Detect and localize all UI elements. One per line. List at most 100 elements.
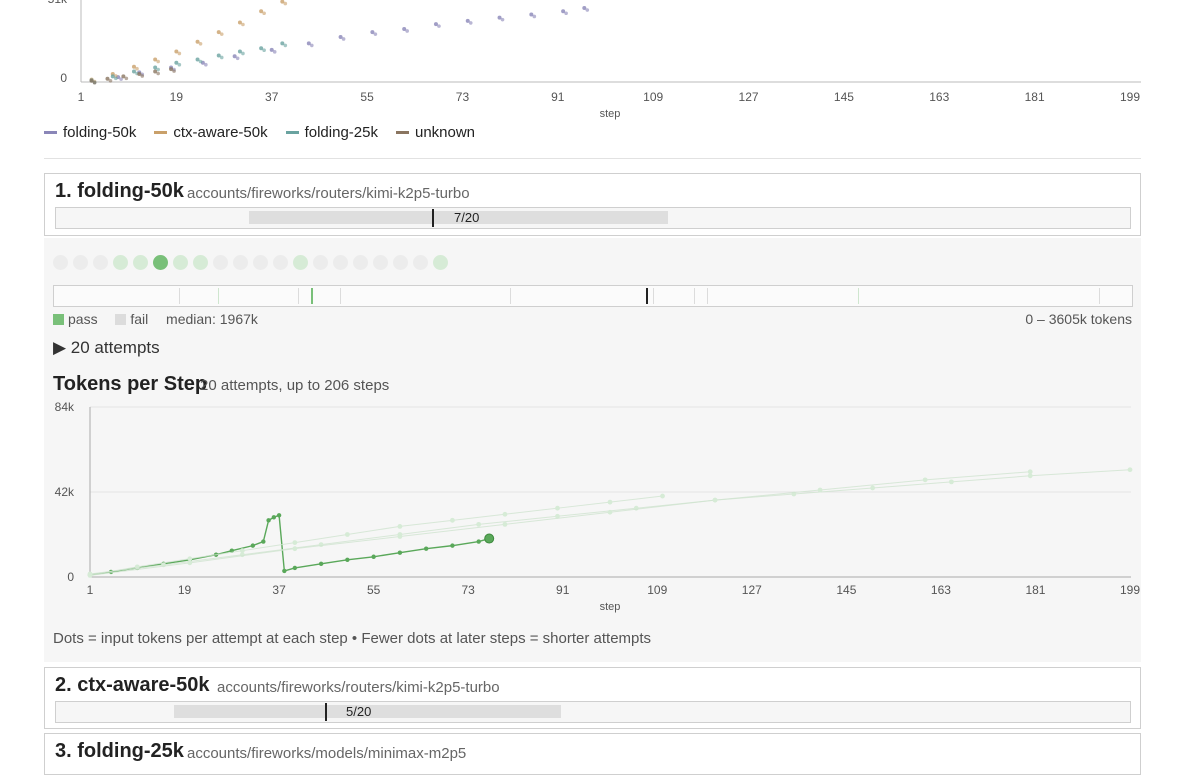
- y-tick-label: 84k: [55, 400, 75, 414]
- attempt-dot[interactable]: [353, 255, 368, 270]
- legend-item[interactable]: unknown: [395, 124, 476, 141]
- attempt-dot[interactable]: [153, 255, 168, 270]
- data-point: [345, 557, 350, 562]
- attempts-toggle[interactable]: ▶ 20 attempts: [53, 338, 160, 357]
- x-tick-label: 199: [1120, 90, 1140, 104]
- data-point: [241, 22, 245, 27]
- pass-range-bar: 7/20: [55, 207, 1131, 229]
- legend-item[interactable]: ctx-aware-50k: [154, 124, 268, 141]
- data-point: [124, 76, 129, 81]
- data-point: [239, 548, 245, 554]
- x-tick-label: 145: [834, 90, 854, 104]
- data-point: [250, 543, 256, 548]
- attempt-dot[interactable]: [173, 255, 188, 270]
- legend-label: folding-50k: [63, 124, 137, 141]
- data-point: [292, 546, 298, 552]
- attempt-dot[interactable]: [113, 255, 128, 270]
- attempt-dot[interactable]: [53, 255, 68, 270]
- data-point: [922, 477, 928, 483]
- token-tick: [694, 288, 696, 304]
- data-point: [198, 59, 203, 64]
- x-tick-label: 91: [551, 90, 565, 104]
- data-point: [817, 487, 823, 493]
- pass-range-bar: 5/20: [55, 701, 1131, 723]
- y-tick-label: 0: [60, 71, 67, 85]
- data-point: [450, 517, 455, 523]
- data-point: [373, 32, 378, 36]
- data-point: [532, 14, 537, 19]
- data-point: [135, 66, 139, 71]
- data-point: [292, 540, 298, 545]
- data-point: [370, 30, 375, 35]
- attempt-dot[interactable]: [193, 255, 208, 270]
- attempt-dot[interactable]: [393, 255, 408, 270]
- data-point: [195, 57, 200, 62]
- pass-swatch: [53, 314, 64, 325]
- attempt-dot[interactable]: [433, 255, 448, 270]
- tokens-chart-title: Tokens per Step: [53, 373, 208, 395]
- legend-swatch: [44, 131, 57, 134]
- top-chart: 51k 01 19 37 55 73 91 109 127 145 163 181 199 step: [48, 0, 1141, 120]
- data-point: [92, 80, 97, 85]
- y-tick-label: 0: [67, 570, 74, 584]
- token-tick: [510, 288, 512, 304]
- legend-item[interactable]: folding-25k: [285, 124, 378, 141]
- data-point: [283, 43, 288, 48]
- legend-label: unknown: [414, 124, 476, 141]
- x-tick-label: 127: [739, 90, 759, 104]
- x-tick-label: 91: [556, 583, 570, 597]
- attempt-dot[interactable]: [293, 255, 308, 270]
- data-point: [259, 46, 264, 51]
- attempt-dot[interactable]: [313, 255, 328, 270]
- attempt-dot[interactable]: [213, 255, 228, 270]
- data-point: [140, 74, 145, 78]
- detail-panel: [44, 238, 1141, 662]
- legend-item[interactable]: folding-50k: [44, 124, 136, 141]
- x-tick-label: 1: [87, 583, 94, 597]
- top-chart-legend: folding-50k ctx-aware-50k folding-25k unkno…: [44, 124, 475, 141]
- data-point: [497, 15, 502, 20]
- config-card-3[interactable]: 3. folding-25k accounts/fireworks/models…: [44, 733, 1141, 775]
- token-tick: [1098, 288, 1100, 304]
- data-point: [276, 513, 282, 518]
- attempt-dot[interactable]: [333, 255, 348, 270]
- data-point: [108, 78, 113, 83]
- token-distribution-strip: [53, 285, 1133, 307]
- data-point: [468, 21, 473, 25]
- token-tick: [857, 288, 859, 304]
- data-point: [341, 37, 346, 41]
- y-tick-label: 51k: [48, 0, 68, 6]
- data-point: [121, 74, 126, 79]
- data-point: [156, 59, 160, 64]
- data-point: [423, 546, 429, 551]
- attempt-dot[interactable]: [273, 255, 288, 270]
- data-point: [561, 9, 566, 14]
- token-tick: [645, 288, 648, 304]
- attempt-dot[interactable]: [253, 255, 268, 270]
- data-point: [262, 11, 266, 16]
- attempt-dot[interactable]: [413, 255, 428, 270]
- x-tick-label: 127: [742, 583, 762, 597]
- data-point: [502, 521, 508, 527]
- data-point: [405, 29, 409, 33]
- config-card-1[interactable]: 1. folding-50k accounts/fireworks/router…: [44, 173, 1141, 236]
- attempt-dot[interactable]: [133, 255, 148, 270]
- config-card-2[interactable]: 2. ctx-aware-50k accounts/fireworks/rout…: [44, 667, 1141, 729]
- attempt-dot[interactable]: [373, 255, 388, 270]
- attempt-dot[interactable]: [73, 255, 88, 270]
- legend-swatch: [395, 131, 409, 134]
- x-tick-label: 73: [462, 583, 476, 597]
- x-tick-label: 1: [78, 90, 85, 104]
- x-tick-label: 37: [272, 583, 286, 597]
- attempt-dot[interactable]: [93, 255, 108, 270]
- x-axis-label: step: [600, 108, 621, 120]
- data-point: [131, 69, 136, 74]
- data-point: [660, 493, 665, 499]
- data-point: [156, 67, 160, 72]
- data-point: [712, 497, 718, 503]
- card-title: 1. folding-50k: [55, 180, 184, 202]
- data-point: [310, 43, 314, 48]
- data-point: [219, 32, 224, 36]
- attempt-dot[interactable]: [233, 255, 248, 270]
- data-point: [500, 17, 505, 22]
